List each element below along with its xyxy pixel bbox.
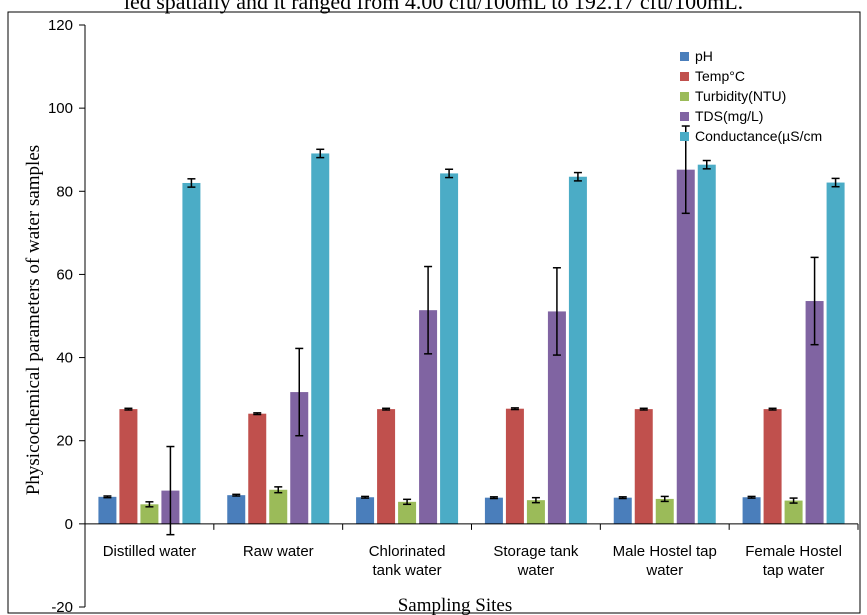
category-label: Distilled water (103, 543, 196, 560)
bar (269, 489, 288, 524)
category-label: Storage tank water (493, 543, 579, 579)
legend-label: Temp°C (695, 68, 745, 84)
bar (248, 413, 267, 524)
chart-border (7, 11, 861, 614)
y-tick-label: 40 (56, 350, 73, 367)
bar (526, 500, 545, 524)
bar (676, 169, 695, 524)
y-tick-label: 20 (56, 433, 73, 450)
category-label: Female Hostel tap water (745, 543, 842, 579)
bar (484, 497, 503, 524)
legend-label: Conductance(µS/cm (695, 128, 822, 144)
bar (763, 409, 782, 524)
header-text: ied spatially and it ranged from 4.00 cf… (123, 0, 744, 14)
bar (805, 301, 824, 524)
y-tick-label: 60 (56, 266, 73, 283)
bar (784, 500, 803, 524)
y-tick-label: 0 (65, 516, 73, 533)
bar (419, 310, 438, 524)
legend-label: Turbidity(NTU) (695, 88, 786, 104)
bar (697, 164, 716, 524)
y-tick-label: 80 (56, 183, 73, 200)
bar (505, 408, 524, 524)
category-label: Raw water (243, 543, 314, 560)
category-label: Male Hostel tap water (613, 543, 717, 579)
category-label: Chlorinated tank water (369, 543, 446, 579)
bar (98, 496, 117, 524)
bar (613, 497, 632, 524)
y-tick-label: -20 (51, 599, 73, 615)
bar (119, 409, 138, 524)
bar (290, 392, 309, 524)
legend-label: TDS(mg/L) (695, 108, 763, 124)
bar (742, 497, 761, 524)
bars-layer (98, 125, 845, 536)
bar (311, 153, 330, 524)
legend: pH Temp°C Turbidity(NTU) TDS(mg/L) Conductan… (680, 48, 822, 144)
legend-swatch (680, 112, 689, 121)
plot-frame (7, 11, 861, 614)
legend-swatch (680, 92, 689, 101)
x-axis: Distilled water Raw water Chlorinated tank … (84, 523, 859, 579)
y-axis: -20 0 20 40 60 80 100 120 (48, 17, 86, 615)
bar (398, 501, 417, 524)
y-tick-label: 100 (48, 100, 73, 117)
x-axis-title: Sampling Sites (398, 595, 513, 615)
legend-swatch (680, 72, 689, 81)
bar (440, 173, 459, 524)
legend-swatch (680, 132, 689, 141)
bar (227, 495, 246, 524)
bar (634, 409, 653, 524)
bar (182, 182, 201, 524)
y-axis-title: Physicochemical parameters of water samp… (23, 145, 44, 495)
legend-label: pH (695, 48, 713, 64)
bar (356, 497, 375, 524)
bar (826, 182, 845, 524)
bar (655, 498, 674, 524)
bar (568, 176, 587, 524)
y-tick-label: 120 (48, 17, 73, 34)
bar (377, 409, 396, 524)
legend-swatch (680, 52, 689, 61)
bar (140, 504, 159, 524)
bar (547, 311, 566, 524)
